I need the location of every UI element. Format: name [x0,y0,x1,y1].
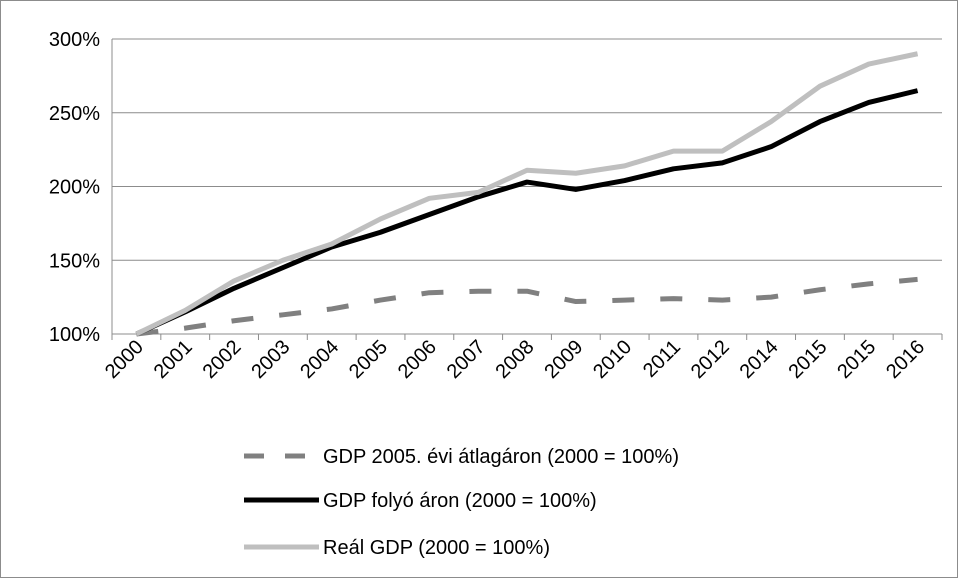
x-tick-label: 2015 [784,336,831,383]
x-tick-label: 2011 [639,336,685,382]
series-lines [136,54,917,334]
x-tick-label: 2015 [833,336,880,383]
y-tick-label: 100% [49,324,100,346]
legend-label-2: GDP folyó áron (2000 = 100%) [323,490,597,512]
x-tick-label: 2010 [589,336,636,383]
x-tick-label: 2003 [247,336,294,383]
x-tick-label: 2000 [101,336,148,383]
axes: 100% 150% 200% 250% 300% 2000 2001 2002 2003 2004… [49,29,942,383]
x-tick-label: 2014 [736,336,783,383]
x-tick-label: 2006 [394,336,441,383]
x-tick-label: 2007 [443,336,490,383]
series-line-1 [136,279,917,334]
x-tick-label: 2012 [687,336,734,383]
legend-label-3: Reál GDP (2000 = 100%) [323,537,550,559]
y-tick-label: 200% [49,177,100,199]
x-tick-label: 2005 [345,336,392,383]
x-tick-label: 2009 [540,336,587,383]
legend: GDP 2005. évi átlagáron (2000 = 100%) GDP… [244,446,679,559]
x-tick-label: 2016 [882,336,929,383]
legend-label-1: GDP 2005. évi átlagáron (2000 = 100%) [323,446,679,468]
y-tick-label: 300% [49,29,100,51]
x-tick-label: 2002 [199,336,246,383]
x-tick-label: 2004 [296,336,343,383]
y-tick-label: 150% [49,250,100,272]
y-tick-label: 250% [49,103,100,125]
series-line-2 [136,91,917,334]
x-tick-label: 2001 [150,336,197,383]
x-tick-label: 2008 [492,336,539,383]
gridlines [112,39,942,260]
